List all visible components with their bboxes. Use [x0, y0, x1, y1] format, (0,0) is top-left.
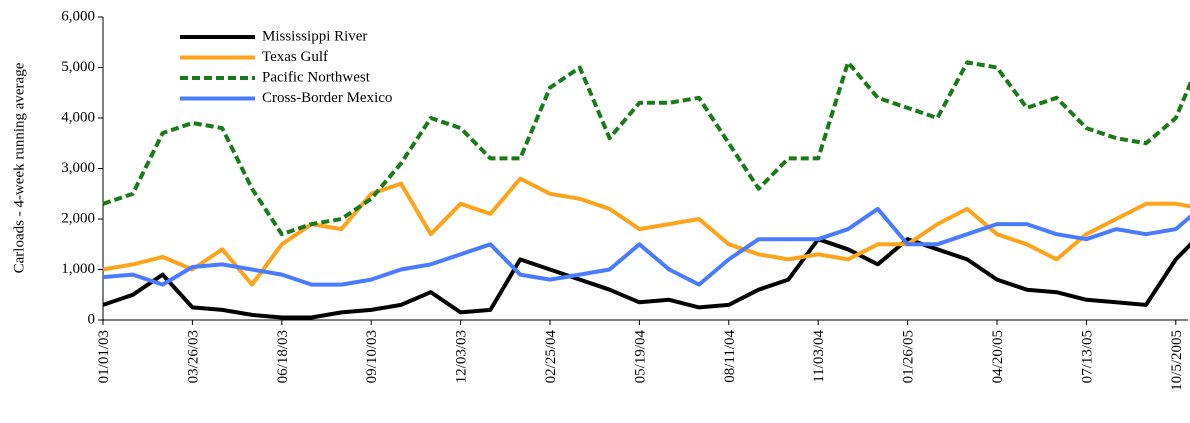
x-tick-label: 05/19/04	[632, 330, 648, 384]
x-tick-label: 01/01/03	[96, 330, 112, 383]
y-axis-title: Carloads - 4-week running average	[11, 62, 27, 273]
x-tick-label: 12/03/03	[454, 330, 470, 383]
x-tick-label: 08/11/04	[722, 330, 738, 383]
legend-label: Cross-Border Mexico	[262, 90, 392, 106]
y-tick-label: 1,000	[61, 261, 95, 277]
y-tick-label: 5,000	[61, 59, 95, 75]
y-tick-label: 4,000	[61, 109, 95, 125]
x-tick-label: 03/26/03	[185, 330, 201, 383]
legend-label: Texas Gulf	[262, 49, 328, 65]
line-series	[102, 237, 1190, 320]
legend-label: Mississippi River	[262, 28, 367, 44]
y-tick-label: 3,000	[61, 160, 95, 176]
legend-label: Pacific Northwest	[262, 69, 371, 85]
x-tick-label: 10/5/2005	[1169, 330, 1185, 391]
y-tick-label: 6,000	[61, 8, 95, 24]
x-tick-label: 11/03/04	[811, 330, 827, 383]
x-tick-label: 09/10/03	[364, 330, 380, 383]
y-tick-label: 0	[88, 311, 96, 327]
line-series	[102, 60, 1190, 237]
x-tick-label: 07/13/05	[1079, 330, 1095, 383]
x-tick-label: 06/18/03	[275, 330, 291, 383]
y-tick-label: 2,000	[61, 210, 95, 226]
x-tick-label: 04/20/05	[990, 330, 1006, 383]
line-series	[102, 206, 1190, 287]
line-series	[102, 176, 1190, 287]
x-tick-label: 02/25/04	[543, 330, 559, 384]
x-tick-label: 01/26/05	[901, 330, 917, 383]
